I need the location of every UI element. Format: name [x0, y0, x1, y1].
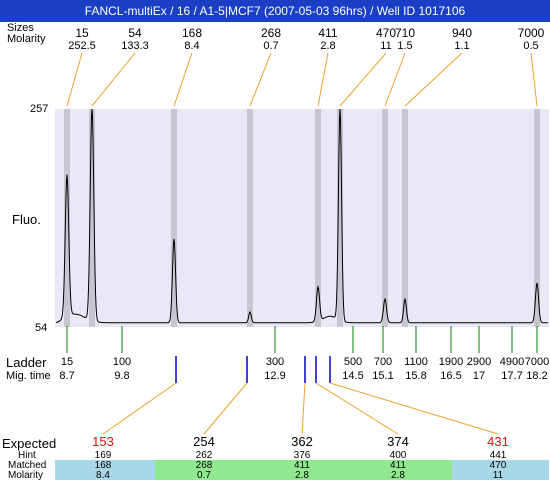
ladder-size-label: 1900	[438, 356, 464, 368]
molarity-value: 8.4	[96, 470, 110, 481]
ladder-time-label: 17.7	[501, 370, 523, 382]
peak-leader-line	[66, 52, 83, 107]
ladder-size-label: 700	[373, 356, 393, 368]
matched-value: 411	[294, 460, 310, 471]
peak-size-label: 54	[128, 26, 142, 40]
matched-value: 411	[390, 460, 406, 471]
matched-value: 470	[489, 460, 507, 471]
peak-molarity-label: 11	[380, 40, 392, 52]
molarity-value: 0.7	[197, 470, 211, 481]
ladder-size-label: 100	[112, 356, 132, 368]
ladder-size-label: 2900	[466, 356, 492, 368]
expected-leader-line	[102, 382, 177, 435]
peak-size-label: 411	[318, 26, 338, 40]
ladder-size-label: 15	[60, 356, 74, 368]
ladder-label: Ladder	[6, 355, 47, 370]
ladder-time-label: 15.1	[372, 370, 394, 382]
ladder-time-label: 12.9	[264, 370, 286, 382]
peak-leader-line	[530, 52, 538, 107]
ladder-time-label: 18.2	[526, 370, 548, 382]
peak-size-label: 168	[181, 26, 203, 40]
molarity-value: 2.8	[295, 470, 309, 481]
ladder-size-label: 7000	[524, 356, 550, 368]
peak-size-label: 15	[75, 26, 89, 40]
ladder-size-label: 1100	[404, 356, 428, 368]
peak-band	[315, 109, 321, 327]
matched-value: 168	[94, 460, 112, 471]
hint-value: 400	[389, 450, 407, 461]
peak-size-label: 470	[375, 26, 397, 40]
expected-leader-line	[329, 382, 499, 435]
peak-band	[534, 109, 540, 327]
peak-leader-line	[404, 52, 463, 107]
molarity-label: Molarity	[7, 33, 46, 45]
peak-leader-line	[384, 52, 406, 107]
peak-molarity-label: 252.5	[68, 40, 96, 52]
expected-value: 362	[291, 434, 313, 449]
expected-leader-line	[301, 382, 306, 435]
molarity-value: 11	[492, 470, 504, 481]
chart-title: FANCL-multiEx / 16 / A1-5|MCF7 (2007-05-…	[0, 0, 550, 22]
expected-leader-line	[315, 382, 399, 435]
peak-molarity-label: 1.1	[454, 40, 470, 52]
mig-time-label: Mig. time	[6, 370, 51, 382]
expected-value: 431	[487, 434, 509, 449]
peak-leader-line	[339, 52, 387, 107]
peak-band	[247, 109, 253, 327]
peak-leader-line	[317, 52, 329, 107]
ladder-time-label: 17	[472, 370, 486, 382]
peak-band	[89, 109, 95, 327]
peak-size-label: 710	[394, 26, 416, 40]
sizes-label: Sizes	[7, 22, 34, 34]
ladder-time-label: 16.5	[440, 370, 462, 382]
expected-value: 254	[193, 434, 215, 449]
molarity-row-label: Molarity	[8, 470, 44, 481]
matched-value: 268	[195, 460, 213, 471]
peak-leader-line	[173, 52, 193, 107]
hint-label: Hint	[18, 450, 36, 461]
ladder-time-label: 15.8	[405, 370, 427, 382]
ladder-time-label: 9.8	[114, 370, 130, 382]
ladder-time-label: 8.7	[59, 370, 75, 382]
expected-value: 153	[92, 434, 114, 449]
peak-molarity-label: 133.3	[121, 40, 149, 52]
peak-size-label: 940	[451, 26, 473, 40]
matched-cell-bg	[452, 460, 549, 480]
fluorescence-trace	[55, 108, 548, 324]
molarity-value: 2.8	[391, 470, 405, 481]
peak-molarity-label: 2.8	[320, 40, 336, 52]
ladder-size-label: 500	[343, 356, 363, 368]
peak-leader-line	[249, 52, 272, 107]
expected-value: 374	[387, 434, 409, 449]
plot-area	[55, 109, 549, 327]
peak-band	[337, 109, 343, 327]
matched-cell-bg	[155, 460, 452, 480]
peak-size-label: 268	[260, 26, 282, 40]
peak-size-label: 7000	[517, 26, 545, 40]
expected-leader-line	[203, 382, 248, 435]
hint-value: 262	[195, 450, 213, 461]
peak-band	[382, 109, 388, 327]
matched-cell-bg	[55, 460, 155, 480]
y-tick-top: 257	[30, 103, 49, 115]
matched-label: Matched	[8, 460, 47, 471]
hint-value: 441	[489, 450, 507, 461]
y-tick-bottom: 54	[35, 322, 48, 334]
peak-band	[171, 109, 177, 327]
hint-value: 376	[293, 450, 311, 461]
ladder-size-label: 4900	[499, 356, 525, 368]
peak-molarity-label: 8.4	[184, 40, 200, 52]
hint-value: 169	[94, 450, 112, 461]
peak-band	[402, 109, 408, 327]
ladder-time-label: 14.5	[342, 370, 364, 382]
peak-leader-line	[91, 52, 136, 107]
fluo-axis-label: Fluo.	[12, 212, 41, 227]
peak-molarity-label: 0.5	[523, 40, 539, 52]
ladder-size-label: 300	[265, 356, 285, 368]
peak-molarity-label: 0.7	[263, 40, 279, 52]
peak-band	[64, 109, 70, 327]
expected-label: Expected	[2, 436, 57, 451]
peak-molarity-label: 1.5	[397, 40, 413, 52]
